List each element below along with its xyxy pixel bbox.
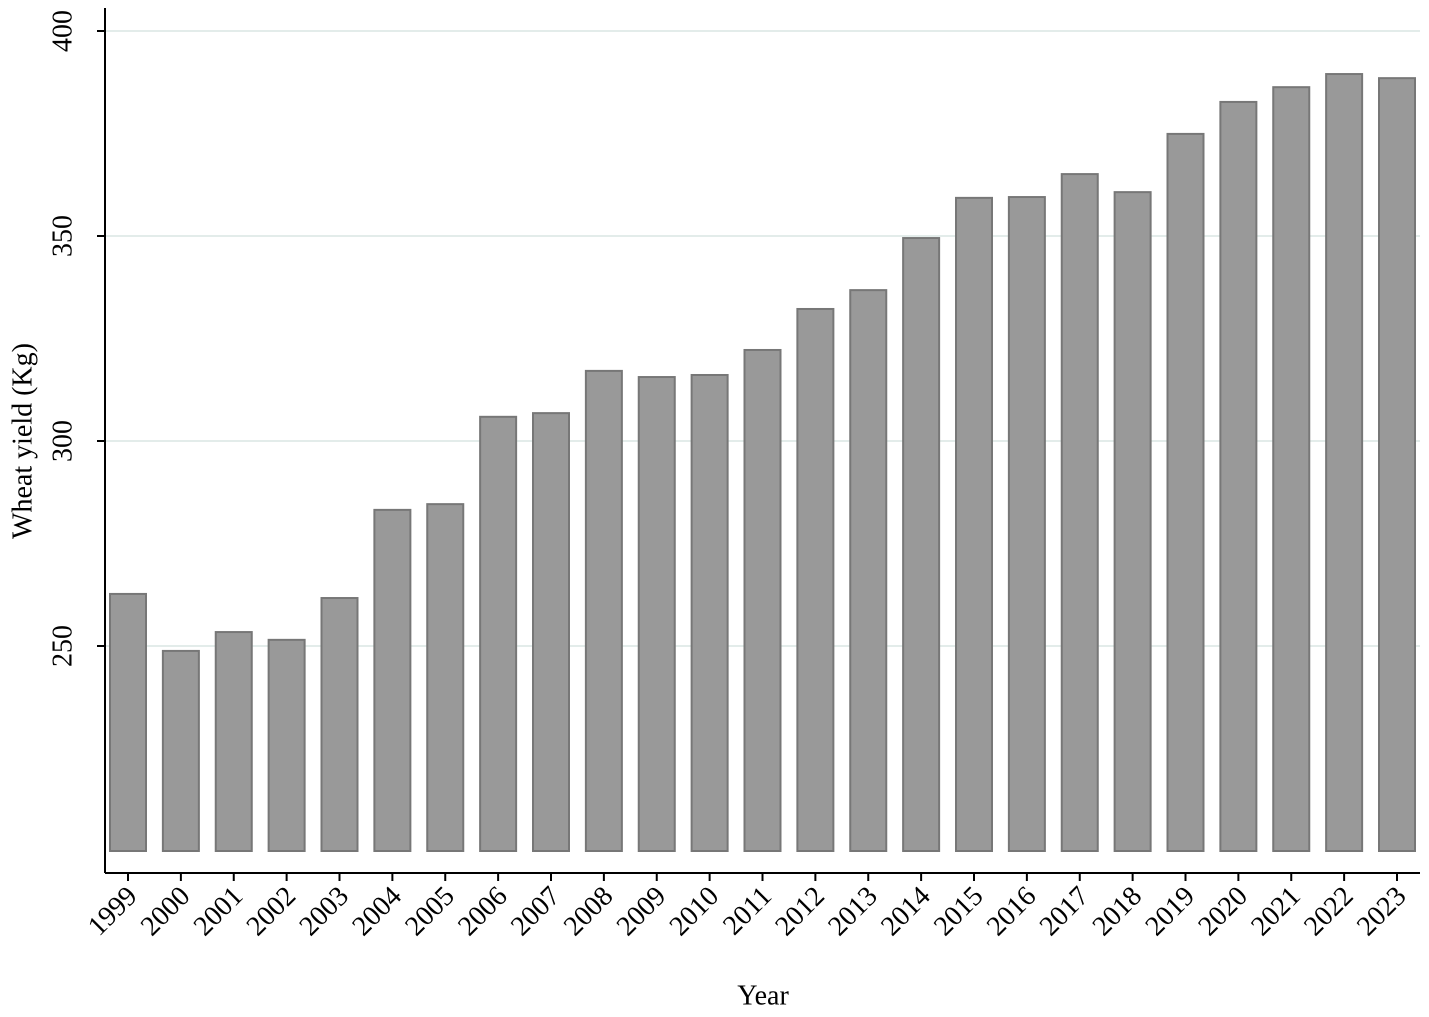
- bar: [1060, 173, 1099, 852]
- x-tick-label: 2010: [664, 881, 726, 943]
- bar: [584, 369, 623, 852]
- x-tick-label: 2016: [981, 881, 1043, 943]
- bar: [1272, 86, 1311, 853]
- bar: [637, 376, 676, 852]
- x-tick-label: 2001: [188, 881, 250, 943]
- bar: [796, 307, 835, 853]
- bar: [426, 503, 465, 852]
- x-tick-label: 2011: [717, 881, 778, 942]
- bar: [373, 508, 412, 852]
- bar: [214, 631, 253, 852]
- bar: [1113, 191, 1152, 852]
- x-tick-label: 2019: [1139, 881, 1201, 943]
- x-tick-label: 2008: [558, 881, 620, 943]
- x-tick-label: 2004: [346, 881, 408, 943]
- x-tick-label: 1999: [82, 881, 144, 943]
- bar: [479, 415, 518, 852]
- y-tick-label: 350: [47, 215, 78, 257]
- x-tick-label: 2003: [293, 881, 355, 943]
- bar: [532, 412, 570, 852]
- x-axis-title: Year: [737, 980, 789, 1011]
- x-tick-label: 2005: [399, 881, 461, 943]
- x-tick-label: 2017: [1034, 881, 1096, 943]
- bar: [1378, 77, 1416, 852]
- x-tick-label: 2012: [769, 881, 831, 943]
- x-tick-label: 2018: [1087, 881, 1149, 943]
- x-tick-label: 2006: [452, 881, 514, 943]
- bar: [1007, 196, 1046, 853]
- bar: [849, 289, 888, 852]
- y-tick-label: 300: [47, 420, 78, 462]
- x-tick-label: 2000: [135, 881, 197, 943]
- x-tick-label: 2023: [1351, 881, 1413, 943]
- x-tick-label: 2007: [505, 881, 567, 943]
- x-tick-label: 2022: [1298, 881, 1360, 943]
- bar: [320, 597, 359, 853]
- x-tick-label: 2013: [822, 881, 884, 943]
- y-axis-title: Wheat yield (Kg): [7, 343, 38, 539]
- x-tick-label: 2015: [928, 881, 990, 943]
- x-tick-label: 2009: [611, 881, 673, 943]
- y-tick-label: 400: [47, 10, 78, 52]
- bar: [743, 348, 782, 852]
- bar: [955, 196, 993, 852]
- bar: [690, 373, 729, 852]
- bar: [161, 649, 200, 852]
- x-tick-label: 2014: [875, 881, 937, 943]
- x-tick-label: 2020: [1192, 881, 1254, 943]
- bar: [1325, 73, 1364, 853]
- bar: [902, 237, 941, 853]
- y-tick-label: 250: [47, 625, 78, 667]
- bar: [1166, 132, 1205, 853]
- bar: [267, 638, 306, 852]
- x-tick-label: 2002: [241, 881, 303, 943]
- bar: [1219, 100, 1258, 853]
- bar: [109, 592, 147, 852]
- x-tick-label: 2021: [1245, 881, 1307, 943]
